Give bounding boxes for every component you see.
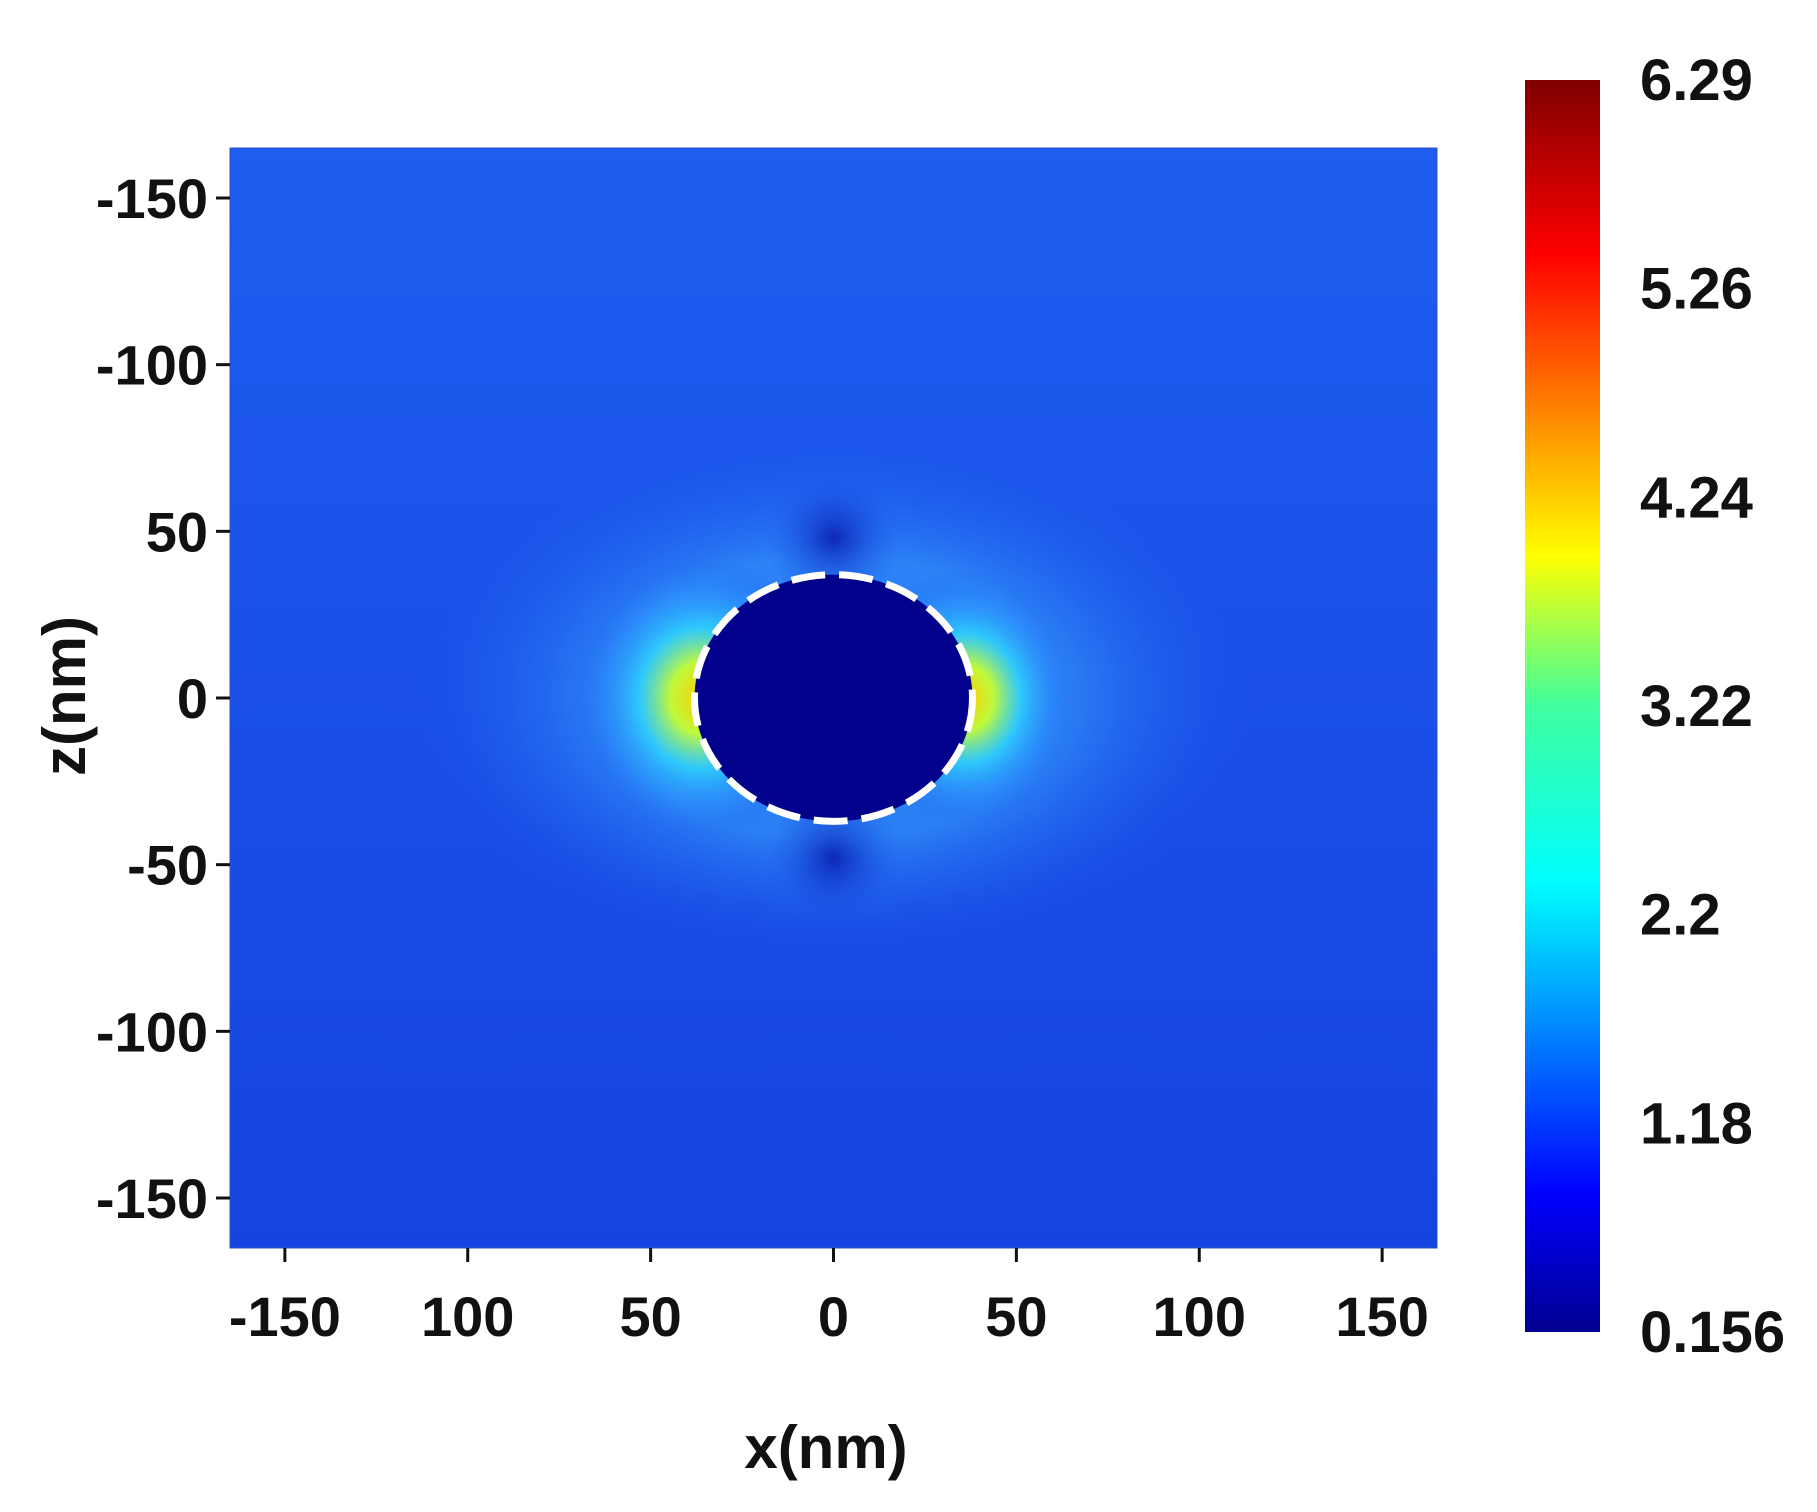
colorbar-labels: 6.29 5.26 4.24 3.22 2.2 1.18 0.156 [1640,48,1785,1365]
nanoparticle-outline [691,571,976,825]
x-tick-label: 50 [619,1285,681,1348]
coldspot-bottom [764,790,903,927]
coldspot-top [764,469,903,606]
colorbar-tick-label: 3.22 [1640,674,1753,739]
y-tick-label: -100 [96,1000,208,1063]
y-axis: -150 -100 50 0 -50 -100 -150 [96,167,230,1230]
x-tick-label: 100 [421,1285,514,1348]
y-tick-label: -100 [96,334,208,397]
y-tick-label: -150 [96,1167,208,1230]
x-tick-label: 0 [818,1285,849,1348]
x-tick-label: 100 [1153,1285,1246,1348]
colorbar-tick-label: 4.24 [1640,465,1753,530]
x-axis-title: x(nm) [744,1414,907,1481]
heatmap-plot-area [230,148,1437,1248]
y-tick-label: 50 [146,500,208,563]
x-tick-label: 50 [985,1285,1047,1348]
nanoparticle [694,574,973,822]
y-axis-title: z(nm) [31,616,98,776]
colorbar-tick-label: 1.18 [1640,1091,1753,1156]
colorbar-tick-label: 5.26 [1640,257,1753,322]
y-tick-label: -150 [96,167,208,230]
x-axis: -150 100 50 0 50 100 150 [229,1248,1429,1348]
x-tick-label: 150 [1335,1285,1428,1348]
y-tick-label: -50 [127,834,208,897]
x-tick-label: -150 [229,1285,341,1348]
colorbar-tick-label: 2.2 [1640,883,1721,948]
colorbar-tick-label: 0.156 [1640,1300,1785,1365]
colorbar-tick-label: 6.29 [1640,48,1753,113]
colorbar [1525,80,1600,1332]
y-tick-label: 0 [177,667,208,730]
